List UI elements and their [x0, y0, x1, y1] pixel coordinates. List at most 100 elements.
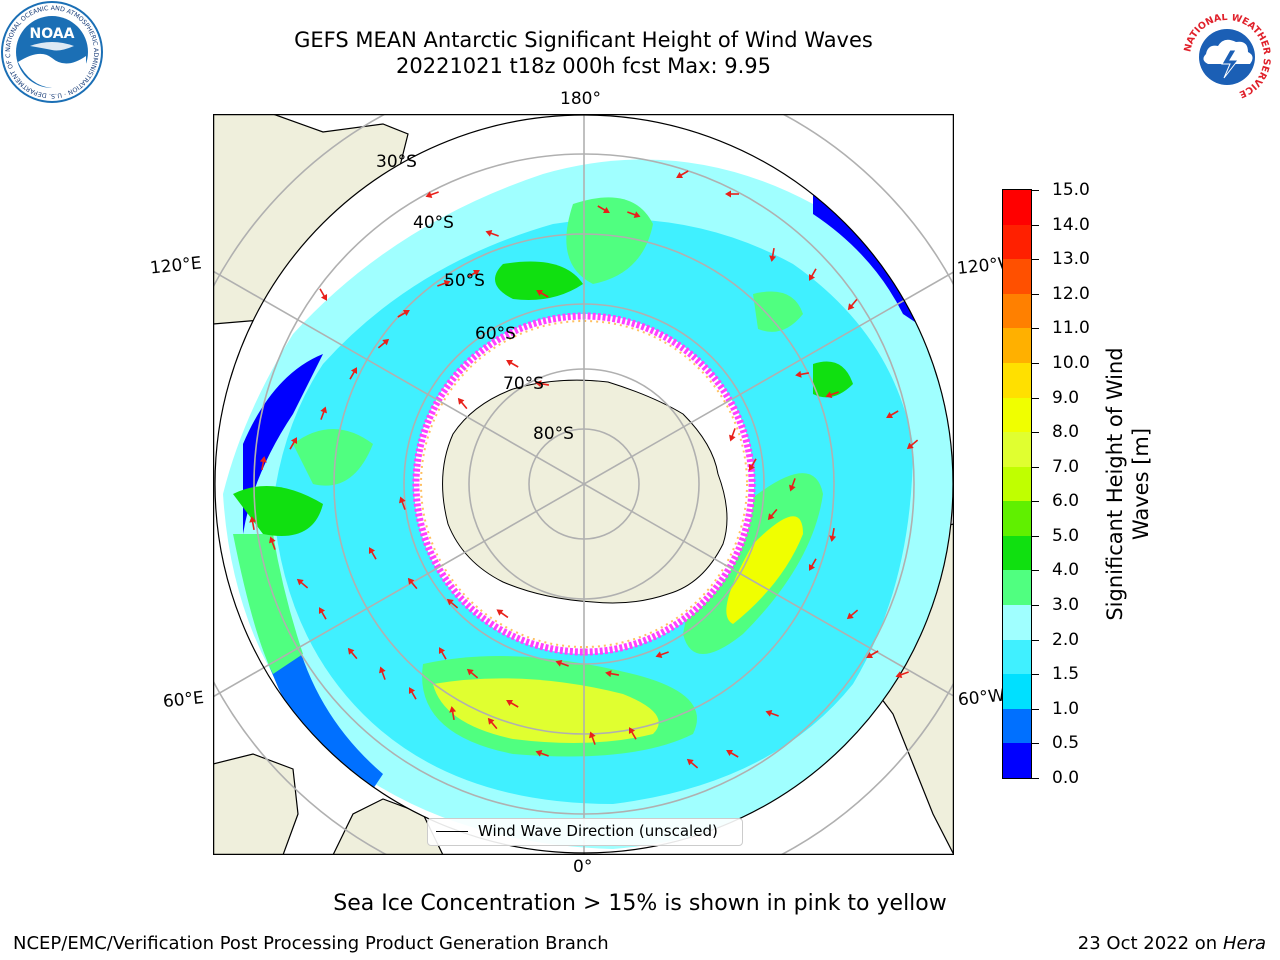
- colorbar-tick-label: 0.5: [1052, 733, 1080, 754]
- colorbar-tick: [1032, 397, 1039, 399]
- wind-arrow: [506, 699, 519, 708]
- wind-arrow: [496, 609, 509, 619]
- wind-arrow: [487, 717, 498, 730]
- wind-arrow: [627, 211, 641, 218]
- colorbar-segment: [1003, 224, 1031, 260]
- wind-arrow: [269, 536, 276, 550]
- wind-arrow: [605, 670, 620, 678]
- colorbar-tick: [1032, 362, 1039, 364]
- legend-line-sample: [436, 831, 468, 832]
- colorbar-tick: [1032, 674, 1039, 676]
- colorbar-tick-label: 5.0: [1052, 525, 1080, 546]
- wind-arrow: [535, 380, 550, 388]
- map-frame: [213, 114, 954, 855]
- wind-arrow: [289, 437, 298, 450]
- colorbar-segment: [1003, 466, 1031, 502]
- wind-arrow: [676, 170, 689, 179]
- wind-arrow: [437, 280, 451, 287]
- wind-arrow: [425, 191, 439, 198]
- wind-arrow: [249, 516, 257, 531]
- colorbar-tick-label: 2.0: [1052, 629, 1080, 650]
- colorbar-tick-label: 9.0: [1052, 387, 1080, 408]
- wind-arrow: [597, 205, 610, 214]
- colorbar-tick: [1032, 224, 1039, 226]
- wind-arrow: [825, 391, 839, 398]
- colorbar-tick-label: 1.0: [1052, 698, 1080, 719]
- wind-arrow: [628, 727, 637, 740]
- wind-arrow: [318, 607, 327, 620]
- wind-arrow: [397, 309, 410, 318]
- wind-arrow: [748, 458, 757, 471]
- colorbar-tick-label: 4.0: [1052, 560, 1080, 581]
- lon-label-120e: 120°E: [149, 253, 203, 279]
- wind-arrow: [767, 508, 778, 521]
- noaa-logo: NOAA NATIONAL OCEANIC AND ATMOSPHERIC AD…: [0, 0, 103, 103]
- wind-arrow: [795, 370, 810, 378]
- colorbar-tick-label: 7.0: [1052, 456, 1080, 477]
- colorbar-tick-label: 14.0: [1052, 214, 1090, 235]
- wind-arrow: [407, 577, 418, 590]
- colorbar-segment: [1003, 604, 1031, 640]
- colorbar-segment: [1003, 327, 1031, 363]
- lon-label-0: 0°: [573, 857, 593, 877]
- wind-arrow: [457, 397, 468, 410]
- colorbar-tick: [1032, 293, 1039, 295]
- lon-label-180: 180°: [560, 89, 601, 109]
- lat-label-50s: 50°S: [444, 271, 485, 291]
- lon-label-60w: 60°W: [957, 685, 1006, 711]
- wind-arrow: [589, 731, 596, 745]
- sea-ice-note: Sea Ice Concentration > 15% is shown in …: [333, 891, 947, 916]
- map-legend: Wind Wave Direction (unscaled): [427, 818, 743, 846]
- wind-arrow: [535, 750, 549, 757]
- lat-label-60s: 60°S: [475, 324, 516, 344]
- wind-arrow: [347, 647, 358, 660]
- wind-arrow: [408, 687, 417, 700]
- wind-arrow: [506, 359, 519, 368]
- colorbar-tick-label: 6.0: [1052, 491, 1080, 512]
- wind-arrow: [259, 456, 267, 471]
- wind-arrow: [368, 547, 377, 560]
- wind-arrow: [485, 230, 499, 237]
- colorbar-tick-label: 1.5: [1052, 664, 1080, 685]
- wind-arrow: [377, 338, 390, 349]
- lat-label-40s: 40°S: [413, 213, 454, 233]
- colorbar-tick-label: 11.0: [1052, 318, 1090, 339]
- colorbar-tick-label: 8.0: [1052, 422, 1080, 443]
- chart-title: GEFS MEAN Antarctic Significant Height o…: [294, 28, 873, 52]
- colorbar-tick: [1032, 570, 1039, 572]
- lat-label-30s: 30°S: [376, 152, 417, 172]
- colorbar-tick: [1032, 778, 1039, 779]
- colorbar-tick: [1032, 743, 1039, 745]
- lat-label-80s: 80°S: [533, 424, 574, 444]
- wind-arrow: [349, 367, 358, 380]
- colorbar: [1002, 189, 1032, 779]
- chart-subtitle: 20221021 t18z 000h fcst Max: 9.95: [396, 54, 771, 78]
- wind-arrow: [655, 651, 669, 658]
- wind-arrow: [536, 289, 549, 298]
- svg-text:NOAA: NOAA: [30, 26, 75, 42]
- wind-arrow: [729, 428, 736, 442]
- wind-arrow: [847, 298, 858, 311]
- wind-arrow: [399, 496, 406, 510]
- footer-credit: NCEP/EMC/Verification Post Processing Pr…: [13, 933, 609, 954]
- wind-arrow: [686, 758, 699, 769]
- colorbar-tick-label: 12.0: [1052, 283, 1090, 304]
- wind-arrow: [725, 190, 739, 198]
- colorbar-segment: [1003, 293, 1031, 329]
- wind-arrow: [379, 666, 386, 680]
- colorbar-tick: [1032, 708, 1039, 710]
- wind-arrow: [846, 609, 859, 620]
- colorbar-segment: [1003, 673, 1031, 709]
- colorbar-tick: [1032, 328, 1039, 330]
- colorbar-title: Significant Height of Wind Waves [m]: [1103, 347, 1153, 621]
- wind-arrow: [789, 478, 796, 492]
- polar-map: Wind Wave Direction (unscaled): [213, 114, 954, 855]
- colorbar-tick-label: 13.0: [1052, 249, 1090, 270]
- footer-host: Hera: [1222, 933, 1266, 954]
- wind-arrow: [765, 710, 779, 717]
- colorbar-tick-label: 3.0: [1052, 595, 1080, 616]
- colorbar-segment: [1003, 570, 1031, 606]
- colorbar-tick: [1032, 190, 1039, 191]
- wind-arrow: [467, 269, 480, 278]
- colorbar-tick: [1032, 259, 1039, 261]
